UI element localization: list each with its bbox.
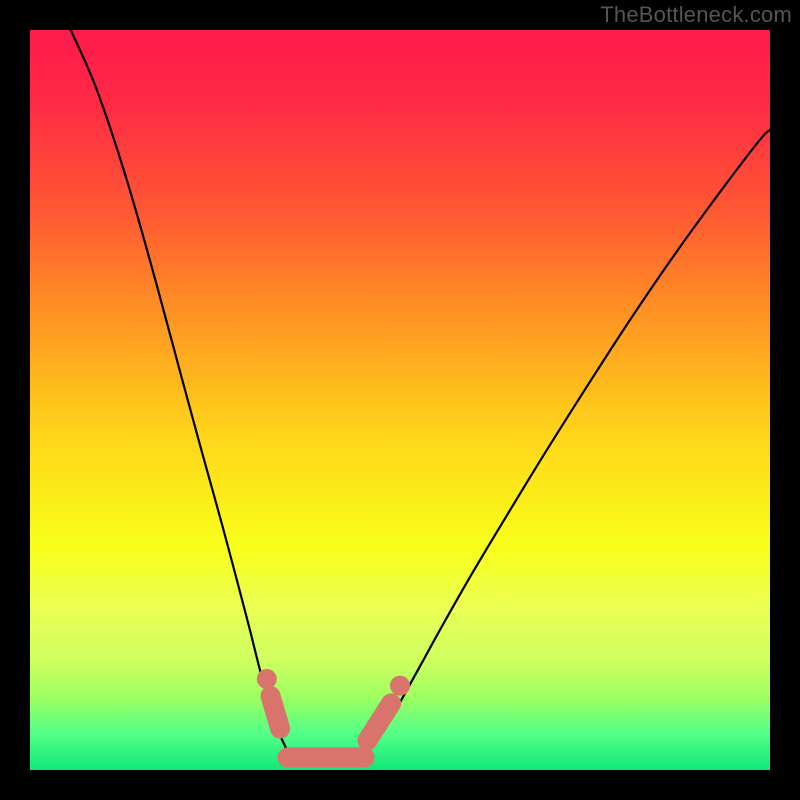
bottleneck-curve-chart: [0, 0, 800, 800]
marker-right-dot: [390, 676, 410, 696]
marker-left-dot: [257, 669, 277, 689]
chart-frame: TheBottleneck.com: [0, 0, 800, 800]
plot-area: [30, 30, 770, 770]
watermark-text: TheBottleneck.com: [600, 2, 792, 28]
marker-left-capsule: [271, 696, 281, 729]
